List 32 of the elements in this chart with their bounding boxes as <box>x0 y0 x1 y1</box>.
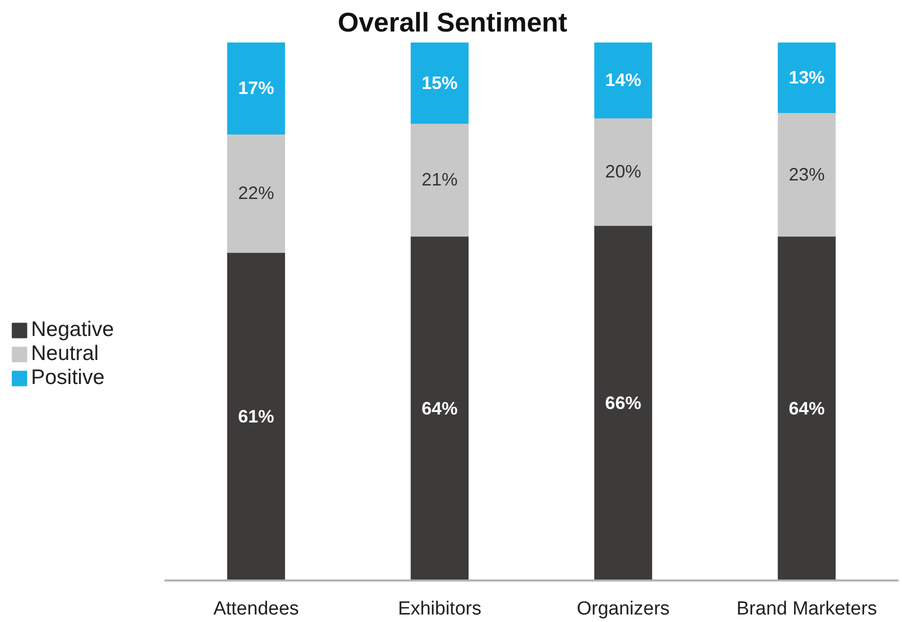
x-tick-label: Brand Marketers <box>736 598 877 620</box>
data-label: 23% <box>788 164 825 184</box>
data-label: 14% <box>605 70 642 90</box>
x-tick-label: Organizers <box>576 598 670 620</box>
bar <box>594 117 652 226</box>
data-label: 64% <box>422 398 458 418</box>
x-tick-label: Attendees <box>213 598 299 620</box>
data-label: 20% <box>605 162 642 182</box>
data-label: 15% <box>422 72 458 93</box>
data-label: 22% <box>238 183 274 204</box>
bar <box>227 42 286 134</box>
chart-title: Overall Sentiment <box>338 8 568 38</box>
bar <box>410 42 469 124</box>
bar <box>227 252 286 580</box>
bar <box>410 236 469 580</box>
data-label: 61% <box>238 406 274 426</box>
data-label: 17% <box>238 78 274 98</box>
data-label: 64% <box>788 398 825 418</box>
data-label: 66% <box>605 392 642 413</box>
bar <box>594 42 652 118</box>
legend-label: Negative <box>31 318 114 342</box>
data-label: 21% <box>422 170 458 190</box>
bar <box>778 42 836 113</box>
bar <box>778 112 836 237</box>
bar <box>778 236 836 580</box>
x-tick-label: Exhibitors <box>398 598 482 620</box>
data-label: 13% <box>788 67 825 88</box>
bar <box>594 224 652 580</box>
legend-label: Positive <box>31 366 105 390</box>
legend-label: Neutral <box>31 342 99 366</box>
bar <box>410 122 469 237</box>
bar <box>227 133 286 253</box>
